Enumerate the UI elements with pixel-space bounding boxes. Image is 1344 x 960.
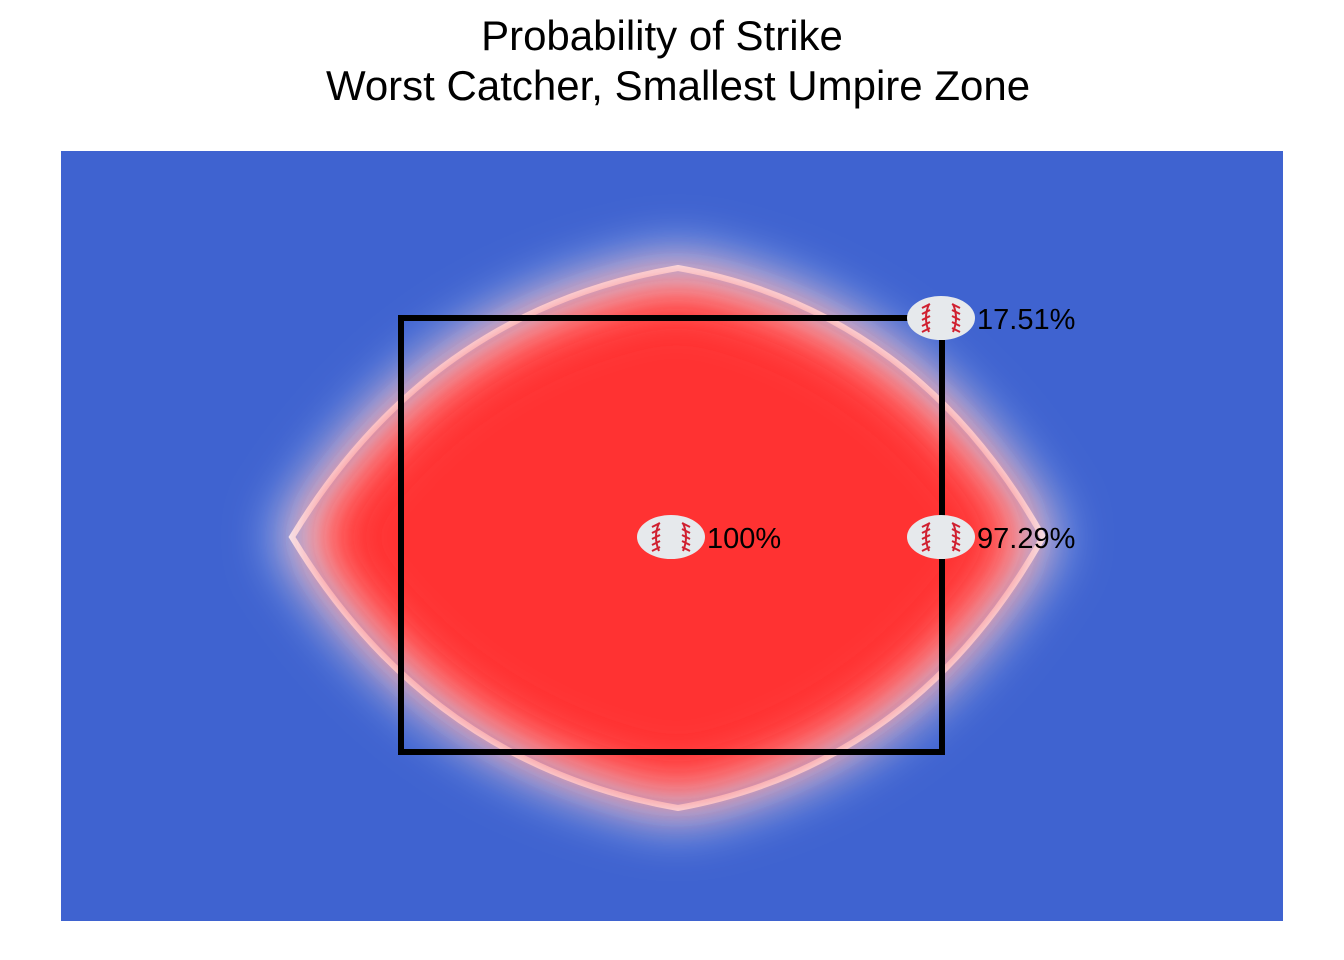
chart-subtitle: Worst Catcher, Smallest Umpire Zone (325, 62, 1031, 109)
baseball-icon (907, 515, 975, 559)
strike-boundary (288, 264, 1047, 812)
probability-label: 17.51% (977, 304, 1075, 336)
baseball-icon (637, 515, 705, 559)
chart-title: Probability of Strike (481, 12, 843, 59)
probability-label: 97.29% (977, 523, 1075, 555)
probability-label: 100% (707, 523, 781, 555)
baseball-icon (907, 296, 975, 340)
